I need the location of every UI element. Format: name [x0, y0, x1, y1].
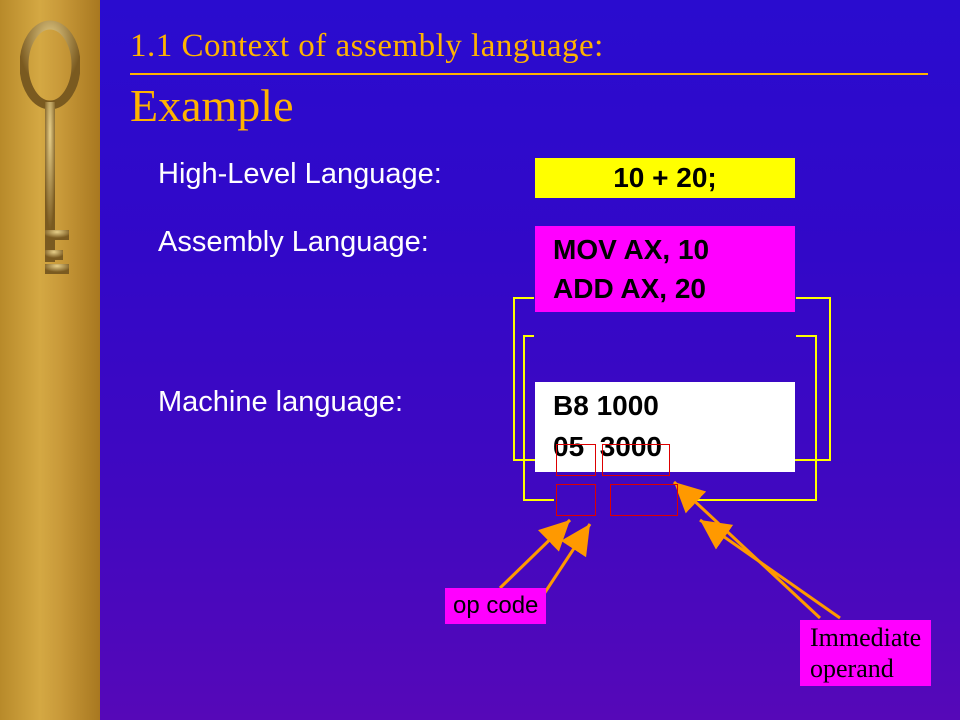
row-assembly: Assembly Language: MOV AX, 10 ADD AX, 20 — [130, 226, 930, 312]
annotation-opcode: op code — [445, 588, 546, 624]
label-machine: Machine language: — [130, 382, 535, 419]
slide-kicker: 1.1 Context of assembly language: — [130, 28, 930, 65]
label-high-level: High-Level Language: — [130, 158, 535, 191]
slide-body: 1.1 Context of assembly language: Exampl… — [100, 0, 960, 720]
label-assembly: Assembly Language: — [130, 226, 535, 259]
asm-line-2: ADD AX, 20 — [553, 269, 777, 308]
annotation-immediate-l1: Immediate — [810, 623, 921, 652]
row-high-level: High-Level Language: 10 + 20; — [130, 158, 930, 198]
code-assembly: MOV AX, 10 ADD AX, 20 — [535, 226, 795, 312]
redbox-operand-3000 — [610, 484, 678, 516]
asm-line-1: MOV AX, 10 — [553, 230, 777, 269]
sidebar-texture — [0, 0, 100, 720]
code-machine: B8 1000 05 3000 — [535, 382, 795, 471]
row-machine: Machine language: B8 1000 05 3000 — [130, 382, 930, 471]
annotation-immediate: Immediate operand — [800, 620, 931, 686]
slide-title: Example — [130, 79, 930, 132]
key-icon — [20, 20, 80, 320]
heading-rule — [130, 73, 928, 75]
hex-line-2: 05 3000 — [553, 427, 777, 468]
slide: 1.1 Context of assembly language: Exampl… — [0, 0, 960, 720]
redbox-opcode-05 — [556, 484, 596, 516]
hex-line-1: B8 1000 — [553, 386, 777, 427]
annotation-immediate-l2: operand — [810, 654, 894, 683]
code-high-level: 10 + 20; — [535, 158, 795, 198]
